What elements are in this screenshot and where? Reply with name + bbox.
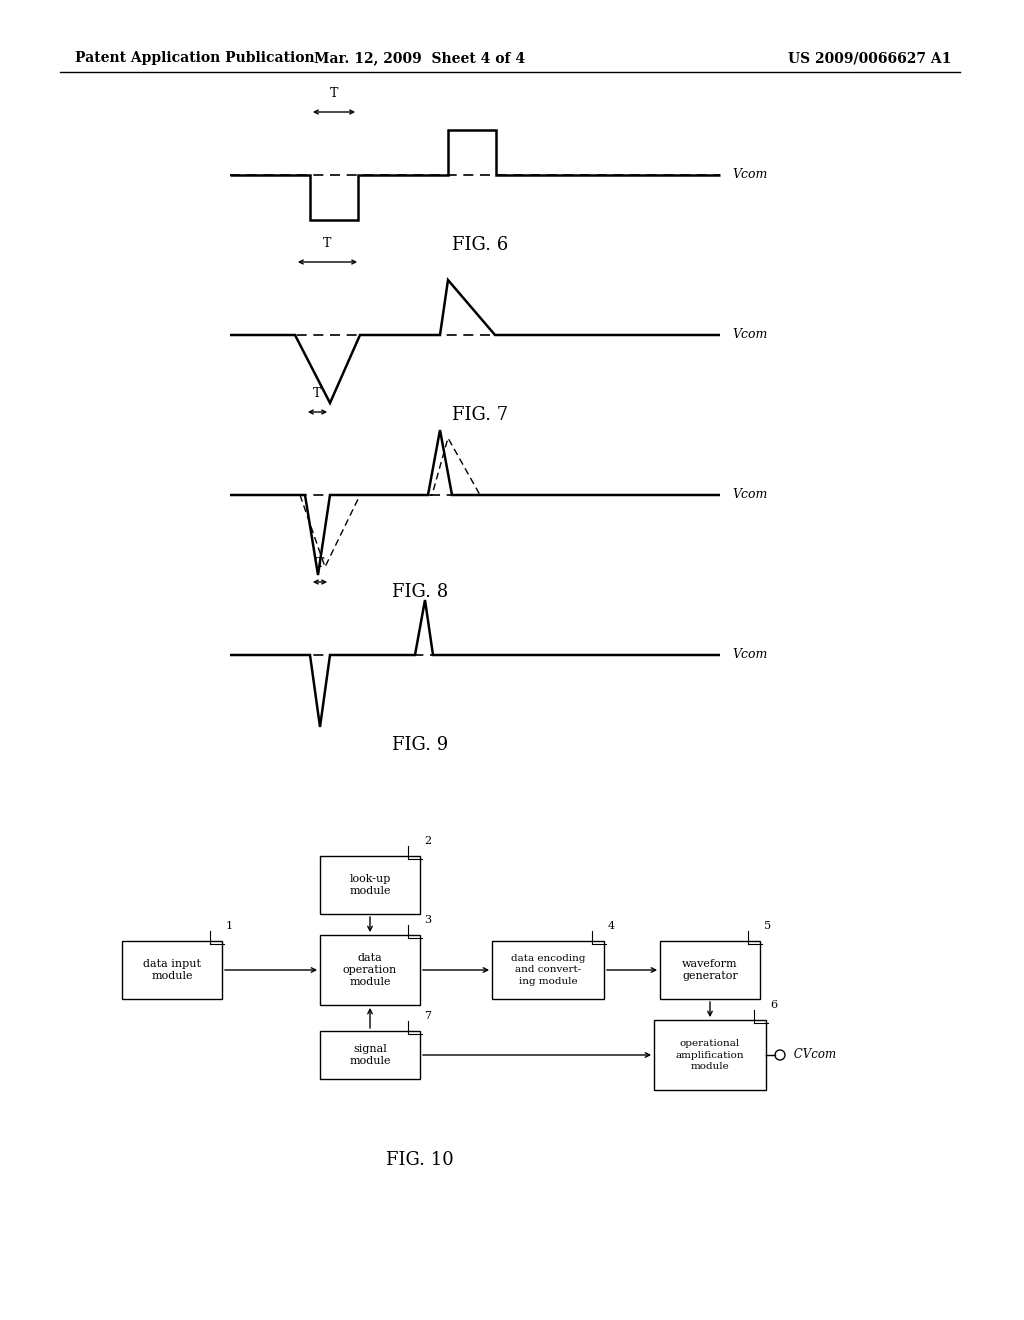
Text: FIG. 8: FIG. 8 xyxy=(392,583,449,601)
Text: T: T xyxy=(324,238,332,249)
Text: signal
module: signal module xyxy=(349,1044,391,1067)
Text: 6: 6 xyxy=(770,1001,777,1010)
Text: T: T xyxy=(313,387,322,400)
Text: Vcom: Vcom xyxy=(732,169,767,181)
Bar xyxy=(660,941,760,999)
Text: 2: 2 xyxy=(424,836,431,846)
Text: Patent Application Publication: Patent Application Publication xyxy=(75,51,314,65)
Text: US 2009/0066627 A1: US 2009/0066627 A1 xyxy=(788,51,951,65)
Text: 3: 3 xyxy=(424,915,431,925)
Bar xyxy=(654,1020,766,1090)
Text: T: T xyxy=(315,557,325,570)
Bar xyxy=(492,941,604,999)
Text: Vcom: Vcom xyxy=(732,488,767,502)
Text: waveform
generator: waveform generator xyxy=(682,958,738,981)
Bar xyxy=(319,855,420,913)
Text: 7: 7 xyxy=(424,1011,431,1020)
Bar xyxy=(319,1031,420,1078)
Bar xyxy=(122,941,222,999)
Text: data input
module: data input module xyxy=(143,958,201,981)
Text: FIG. 7: FIG. 7 xyxy=(452,407,508,424)
Text: FIG. 9: FIG. 9 xyxy=(392,737,449,754)
Text: look-up
module: look-up module xyxy=(349,874,391,896)
Text: Mar. 12, 2009  Sheet 4 of 4: Mar. 12, 2009 Sheet 4 of 4 xyxy=(314,51,525,65)
Text: 4: 4 xyxy=(608,921,615,931)
Text: data encoding
and convert-
ing module: data encoding and convert- ing module xyxy=(511,954,586,986)
Text: 1: 1 xyxy=(226,921,233,931)
Text: T: T xyxy=(330,87,338,100)
Bar xyxy=(319,935,420,1005)
Text: Vcom: Vcom xyxy=(732,648,767,661)
Text: FIG. 10: FIG. 10 xyxy=(386,1151,454,1170)
Text: 5: 5 xyxy=(764,921,771,931)
Text: data
operation
module: data operation module xyxy=(343,953,397,987)
Text: Vcom: Vcom xyxy=(732,329,767,342)
Text: operational
amplification
module: operational amplification module xyxy=(676,1039,744,1071)
Text: FIG. 6: FIG. 6 xyxy=(452,236,508,253)
Text: CVcom: CVcom xyxy=(790,1048,837,1061)
